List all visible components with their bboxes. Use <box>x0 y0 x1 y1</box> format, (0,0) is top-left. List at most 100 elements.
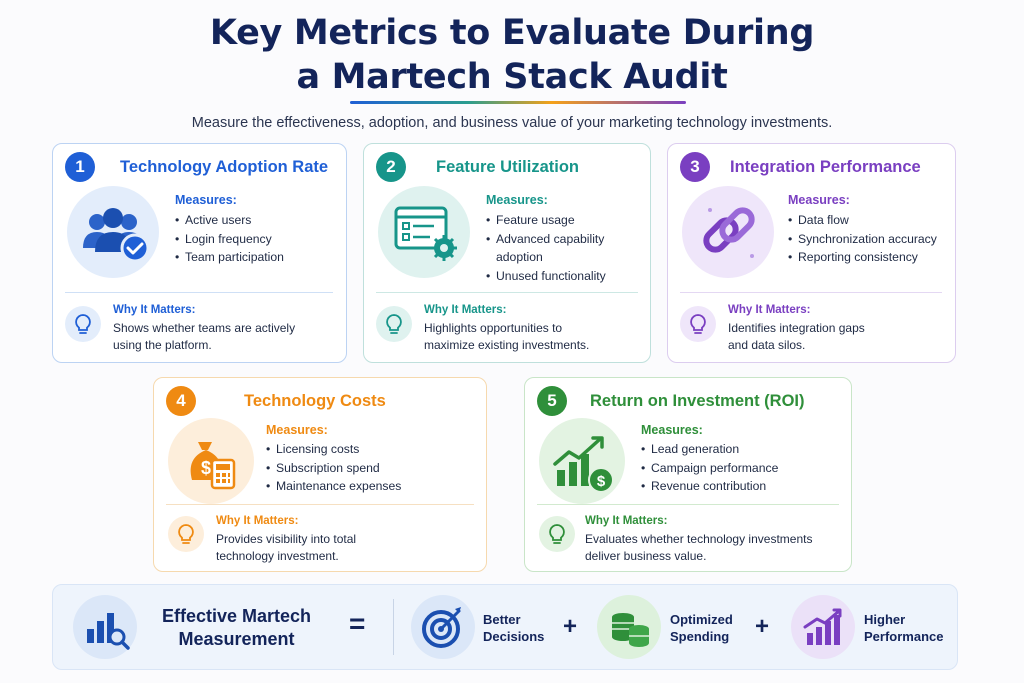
outcome-label-line: Decisions <box>483 629 545 644</box>
why-label: Why It Matters: <box>585 515 668 527</box>
card-number-badge: 1 <box>65 152 95 182</box>
card-title: Return on Investment (ROI) <box>590 392 805 410</box>
card-divider <box>537 504 839 505</box>
why-text: Evaluates whether technology investments… <box>585 531 812 565</box>
page-title-line1: Key Metrics to Evaluate During <box>209 13 815 53</box>
svg-text:$: $ <box>597 473 606 490</box>
measure-item: Synchronization accuracy <box>788 230 937 249</box>
measure-item: Reporting consistency <box>788 248 937 267</box>
measure-item: Login frequency <box>175 230 284 249</box>
card-divider <box>680 292 942 293</box>
measure-item: Licensing costs <box>266 440 401 459</box>
plus-sign: + <box>755 613 770 640</box>
lightbulb-icon <box>168 516 204 552</box>
why-label: Why It Matters: <box>424 304 507 316</box>
metric-card-costs: 4 Technology Costs $ Measures: Licensing… <box>153 377 487 572</box>
lightbulb-icon <box>539 516 575 552</box>
measures-list: Data flow Synchronization accuracy Repor… <box>788 211 937 267</box>
plus-sign: + <box>563 613 578 640</box>
why-line: Identifies integration gaps <box>728 321 865 335</box>
measures-list: Feature usage Advanced capability adopti… <box>486 211 606 285</box>
outcome-label-line: Performance <box>864 629 944 644</box>
outcome-label-line: Spending <box>670 629 730 644</box>
card-number-badge: 3 <box>680 152 710 182</box>
why-text: Provides visibility into total technolog… <box>216 531 356 565</box>
summary-bar: Effective Martech Measurement = Better D… <box>52 584 958 670</box>
measure-item: Feature usage <box>486 211 606 230</box>
outcome-label-line: Better <box>483 612 521 627</box>
measure-item: Campaign performance <box>641 459 778 478</box>
why-label: Why It Matters: <box>216 515 299 527</box>
bar-chart-magnifier-icon <box>73 595 137 659</box>
why-label: Why It Matters: <box>728 304 811 316</box>
why-line: using the platform. <box>113 338 212 352</box>
card-number-badge: 2 <box>376 152 406 182</box>
measure-item: Revenue contribution <box>641 477 778 496</box>
outcome-label: Better Decisions <box>483 611 544 645</box>
why-line: deliver business value. <box>585 549 707 563</box>
measure-item: Active users <box>175 211 284 230</box>
why-label: Why It Matters: <box>113 304 196 316</box>
card-number-badge: 4 <box>166 386 196 416</box>
measures-label: Measures: <box>788 193 850 207</box>
measures-label: Measures: <box>175 193 237 207</box>
card-divider <box>376 292 638 293</box>
summary-title-line: Effective Martech <box>161 606 312 626</box>
why-line: and data silos. <box>728 338 806 352</box>
summary-title-line: Measurement <box>178 629 295 649</box>
metric-card-adoption: 1 Technology Adoption Rate Measures: Act… <box>52 143 347 363</box>
why-text: Shows whether teams are actively using t… <box>113 320 295 354</box>
measure-item: Unused functionality <box>486 267 606 286</box>
outcome-label-line: Higher <box>864 612 906 627</box>
page-title-line2: a Martech Stack Audit <box>296 57 728 97</box>
measure-item: Subscription spend <box>266 459 401 478</box>
measures-list: Active users Login frequency Team partic… <box>175 211 284 267</box>
card-title: Technology Costs <box>244 392 386 410</box>
measures-list: Lead generation Campaign performance Rev… <box>641 440 778 496</box>
metric-card-integration: 3 Integration Performance Measures: Data… <box>667 143 956 363</box>
title-underline <box>350 101 686 104</box>
dashboard-gear-icon <box>378 186 470 278</box>
why-line: Evaluates whether technology investments <box>585 532 813 546</box>
why-line: technology investment. <box>216 549 339 563</box>
metric-card-feature-utilization: 2 Feature Utilization Measures: Feature … <box>363 143 651 363</box>
card-title: Feature Utilization <box>436 158 580 176</box>
measures-label: Measures: <box>266 423 328 437</box>
why-line: Provides visibility into total <box>216 532 357 546</box>
why-text: Highlights opportunities to maximize exi… <box>424 320 589 354</box>
outcome-label-line: Optimized <box>670 612 733 627</box>
chain-link-icon <box>682 186 774 278</box>
card-number-badge: 5 <box>537 386 567 416</box>
measures-label: Measures: <box>641 423 703 437</box>
measure-item: Lead generation <box>641 440 778 459</box>
outcome-label: Higher Performance <box>864 611 943 645</box>
why-line: Shows whether teams are actively <box>113 321 296 335</box>
lightbulb-icon <box>65 306 101 342</box>
card-title: Technology Adoption Rate <box>120 158 329 176</box>
card-divider <box>166 504 474 505</box>
why-line: maximize existing investments. <box>424 338 590 352</box>
measure-item: adoption <box>496 250 543 264</box>
page-subtitle: Measure the effectiveness, adoption, and… <box>191 115 833 131</box>
coins-stack-icon <box>597 595 661 659</box>
measure-item: Team participation <box>175 248 284 267</box>
measures-list: Licensing costs Subscription spend Maint… <box>266 440 401 496</box>
measure-item: Maintenance expenses <box>266 477 401 496</box>
card-divider <box>65 292 333 293</box>
why-text: Identifies integration gaps and data sil… <box>728 320 865 354</box>
summary-title: Effective Martech Measurement <box>149 605 324 651</box>
why-line: Highlights opportunities to <box>424 321 563 335</box>
measure-item: Advanced capability <box>486 230 606 249</box>
summary-divider <box>393 599 394 655</box>
lightbulb-icon <box>680 306 716 342</box>
equals-sign: = <box>349 608 366 639</box>
rising-bars-icon <box>791 595 855 659</box>
growth-chart-dollar-icon: $ <box>539 418 625 504</box>
users-check-icon <box>67 186 159 278</box>
outcome-label: Optimized Spending <box>670 611 733 645</box>
target-icon <box>411 595 475 659</box>
svg-text:$: $ <box>201 458 211 478</box>
lightbulb-icon <box>376 306 412 342</box>
money-bag-calculator-icon: $ <box>168 418 254 504</box>
